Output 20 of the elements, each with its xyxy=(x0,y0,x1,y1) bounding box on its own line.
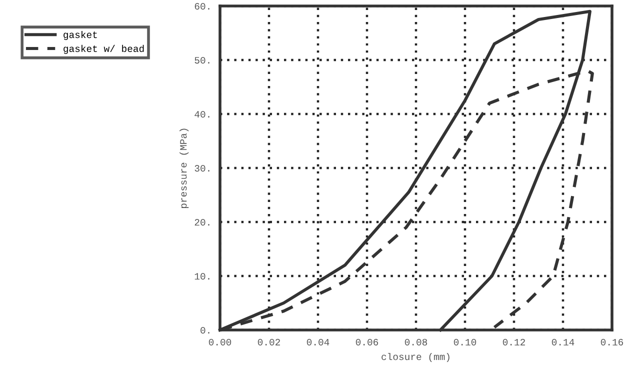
x-tick-label: 0.00 xyxy=(208,338,232,346)
y-tick-label: 0. xyxy=(200,327,210,334)
y-tick-label: 10. xyxy=(194,273,210,280)
x-tick-label: 0.02 xyxy=(258,338,280,346)
x-tick-label: 0.04 xyxy=(306,338,330,346)
x-tick-label: 0.08 xyxy=(404,338,428,346)
y-tick-label: 20. xyxy=(194,219,210,226)
x-tick-label: 0.16 xyxy=(600,338,624,346)
x-tick-label: 0.14 xyxy=(552,338,574,346)
y-axis-title: pressure (MPa) xyxy=(180,128,189,208)
y-tick-label: 50. xyxy=(194,57,210,64)
y-tick-label: 30. xyxy=(194,165,210,172)
x-tick-label: 0.12 xyxy=(502,338,525,346)
legend-label: gasket xyxy=(64,30,97,40)
x-tick-label: 0.06 xyxy=(356,338,378,346)
x-axis-title: closure (mm) xyxy=(382,352,450,362)
y-tick-label: 60. xyxy=(194,3,210,10)
y-tick-label: 40. xyxy=(194,111,210,118)
legend-label: gasket w/ bead xyxy=(64,44,144,54)
x-tick-label: 0.10 xyxy=(454,338,476,346)
